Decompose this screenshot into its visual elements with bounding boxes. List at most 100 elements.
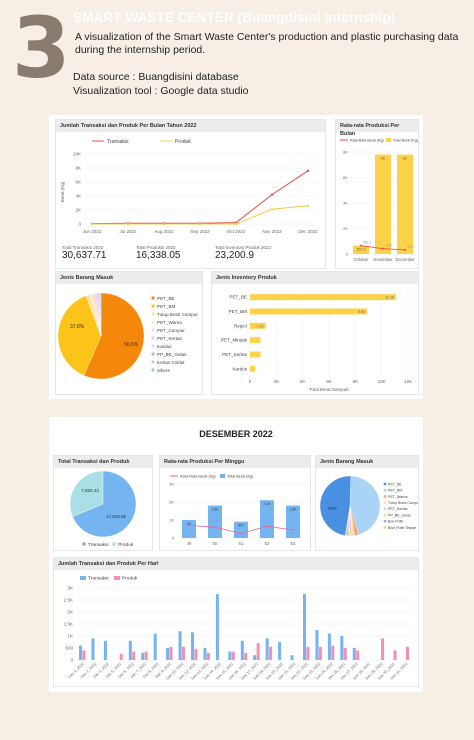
legend-label: PP_BE_Gelas bbox=[157, 352, 187, 357]
bar-data-label: 907 bbox=[238, 524, 244, 528]
bar-produk bbox=[306, 646, 310, 660]
line-data-label: 420 bbox=[386, 244, 392, 248]
y-tick-label: 10K bbox=[73, 152, 81, 157]
y-tick-label: 4K bbox=[343, 201, 348, 206]
legend-label: PET_BM bbox=[157, 304, 176, 309]
legend-label: PET_BM bbox=[388, 489, 402, 493]
legend-dot bbox=[383, 501, 387, 504]
y-tick-label: 0 bbox=[172, 536, 175, 541]
legend-label: Box Putih bbox=[388, 520, 403, 524]
legend-label: others bbox=[157, 368, 170, 373]
page-title: SMART WASTE CENTER (Buangdisini Internsh… bbox=[73, 10, 396, 25]
inventory-title: Jenis Inventory Produk bbox=[212, 272, 418, 284]
avg-production-title: Rata-rata Produksi Per Bulan bbox=[336, 120, 418, 137]
x-tick-label: 4K bbox=[300, 379, 306, 384]
legend-dot bbox=[151, 328, 155, 332]
x-tick-label: Sep 2022 bbox=[190, 229, 210, 234]
legend-dot bbox=[151, 368, 155, 372]
bar-week-50 bbox=[208, 505, 222, 538]
jenis-barang-dec-card: Jenis Barang Masuk 48% PET_BE PET_BM PET_Wa… bbox=[315, 455, 419, 551]
y-tick-label: PET_BE bbox=[229, 295, 247, 300]
legend-label: Tutup Botol Campur bbox=[388, 501, 418, 505]
bar-produk bbox=[194, 649, 198, 660]
bar-produk bbox=[119, 654, 123, 660]
bar-produk bbox=[132, 651, 136, 660]
data-point bbox=[270, 208, 274, 211]
december-title: DESEMBER 2022 bbox=[199, 429, 273, 439]
bar-transaksi bbox=[303, 594, 307, 660]
x-tick-label: Nov 2022 bbox=[262, 229, 282, 234]
legend-dot bbox=[383, 482, 387, 486]
bar-transaksi bbox=[128, 640, 132, 660]
bar-data-label: 1.8K bbox=[289, 508, 297, 512]
legend-rata-label: Rata-Rata Berat (Kg) bbox=[180, 475, 216, 479]
total-pie-chart: 7,983.43 17,519.95 Transaksi Produk bbox=[69, 470, 137, 548]
legend-label: PET_Campur bbox=[157, 328, 185, 333]
legend-dot bbox=[151, 360, 155, 364]
pie-slice-transaksi bbox=[69, 470, 104, 517]
legend-total-swatch bbox=[220, 474, 225, 478]
y-tick-label: 0 bbox=[78, 222, 81, 227]
legend-dot bbox=[151, 312, 155, 316]
x-tick-label: December bbox=[395, 257, 415, 262]
legend-dot bbox=[383, 519, 387, 523]
kpi-value: 30,637.71 bbox=[62, 250, 107, 261]
data-point bbox=[162, 222, 166, 226]
inventory-card: Jenis Inventory Produk 0 2K 4K 6K 8K 10K 12K To… bbox=[211, 271, 419, 395]
bar-produk bbox=[206, 652, 210, 660]
x-tick-label: October bbox=[354, 257, 370, 262]
line-data-label: 652.3 bbox=[363, 241, 371, 245]
bar-data-label: 1.2K bbox=[257, 324, 265, 328]
bar-pet_minyak bbox=[250, 337, 261, 344]
bar-kardus bbox=[250, 365, 256, 372]
bar-transaksi bbox=[141, 652, 145, 660]
legend-label: PET_BE bbox=[388, 482, 402, 486]
bar-transaksi bbox=[79, 645, 83, 660]
bar-produk bbox=[343, 648, 347, 660]
data-point bbox=[360, 244, 362, 247]
legend-dot bbox=[151, 336, 155, 340]
bar-transaksi bbox=[290, 655, 294, 660]
visualization-tool: Visualization tool : Google data studio bbox=[73, 85, 249, 97]
dashboard-2022: Jumlah Transaksi dan Produk Per Bulan Ta… bbox=[49, 115, 423, 399]
data-point bbox=[198, 222, 202, 226]
slice-label-produk: 17,519.95 bbox=[106, 514, 127, 519]
slice-label-transaksi: 7,983.43 bbox=[81, 488, 99, 493]
y-tick-label: PET_Kertas bbox=[222, 352, 247, 357]
legend-dot bbox=[151, 352, 155, 356]
bar-week-49 bbox=[182, 520, 196, 538]
legend-label: PP_BE_Gelas bbox=[388, 513, 411, 517]
legend-total-label: Total Berat (Kg) bbox=[227, 475, 254, 479]
legend-label: Produk bbox=[118, 542, 134, 548]
data-point bbox=[240, 532, 242, 535]
legend-dot-transaksi bbox=[82, 542, 86, 546]
y-tick-label: Reject bbox=[234, 323, 248, 328]
legend-dot bbox=[383, 495, 387, 498]
x-tick-label: 50 bbox=[213, 541, 218, 546]
bar-produk bbox=[269, 646, 273, 660]
data-point bbox=[306, 169, 310, 172]
y-tick-label: 8K bbox=[75, 166, 81, 171]
data-point bbox=[292, 528, 294, 531]
legend-label: PET_Warna bbox=[157, 320, 182, 325]
data-point bbox=[382, 247, 384, 250]
monthly-chart-title: Jumlah Transaksi dan Produk Per Bulan Ta… bbox=[56, 120, 325, 132]
bar-data-label: 11.1K bbox=[385, 296, 395, 300]
x-tick-label: 2K bbox=[274, 379, 280, 384]
x-tick-label: 53 bbox=[291, 541, 296, 546]
kpi-total-produksi: Total Produksi 2022 16,338.05 bbox=[136, 245, 181, 261]
y-tick-label: 1K bbox=[169, 518, 174, 523]
weekly-card: Rata-rata Produksi Per Minggu Rata-Rata … bbox=[159, 455, 311, 551]
avg-production-chart: Rata-Rata Berat (Kg) Total Berat (Kg) 0 2K 4… bbox=[340, 138, 418, 262]
x-tick-label: Oct 2022 bbox=[227, 229, 246, 234]
avg-production-card: Rata-rata Produksi Per Bulan Rata-Rata B… bbox=[335, 119, 419, 269]
legend-label: Blue Putih Tetpah bbox=[388, 526, 416, 530]
section-number: 3 bbox=[12, 0, 71, 97]
legend-label: PET_Kertas bbox=[388, 507, 408, 511]
x-tick-label: 0 bbox=[249, 379, 252, 384]
pie-slice bbox=[345, 505, 351, 536]
bar-produk bbox=[144, 651, 148, 660]
y-tick-label: 6K bbox=[75, 180, 81, 185]
x-tick-label: Aug 2022 bbox=[154, 229, 174, 234]
